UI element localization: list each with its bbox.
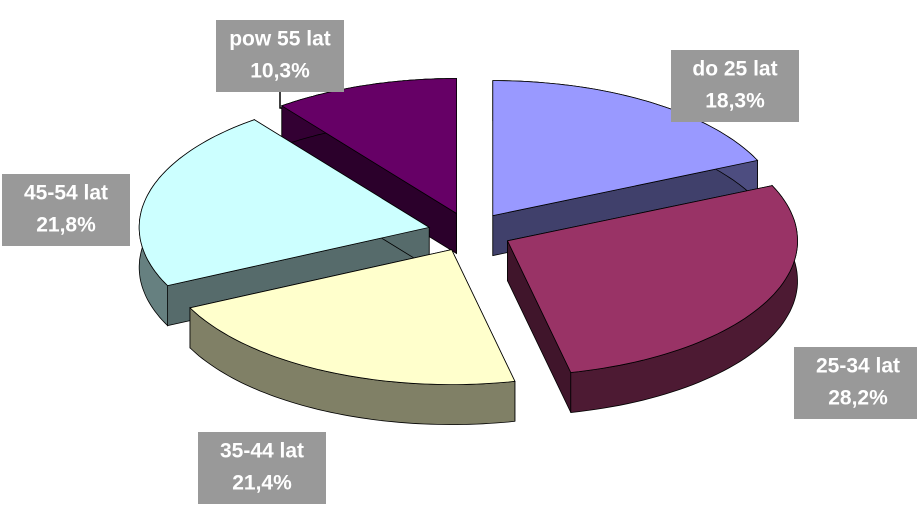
slice-top — [506, 185, 798, 373]
label-box — [216, 20, 344, 92]
value-label: 18,3% — [705, 90, 765, 113]
category-label: pow 55 lat — [229, 28, 331, 51]
label-box — [2, 174, 130, 246]
slice-top — [492, 80, 759, 217]
label-box — [671, 50, 799, 122]
slice — [506, 184, 798, 413]
value-label: 21,8% — [36, 214, 96, 237]
slice — [189, 249, 516, 426]
slice — [280, 78, 458, 255]
value-label: 10,3% — [250, 60, 310, 83]
category-label: do 25 lat — [692, 58, 777, 81]
label-box — [794, 347, 917, 419]
value-label: 21,4% — [232, 472, 292, 495]
category-label: 25-34 lat — [816, 355, 900, 378]
category-label: 35-44 lat — [220, 440, 304, 463]
category-label: 45-54 lat — [24, 182, 108, 205]
slice-top — [138, 119, 431, 287]
label-box — [198, 432, 326, 504]
slice-top — [189, 249, 516, 386]
value-label: 28,2% — [828, 387, 888, 410]
slice-top — [280, 78, 458, 215]
